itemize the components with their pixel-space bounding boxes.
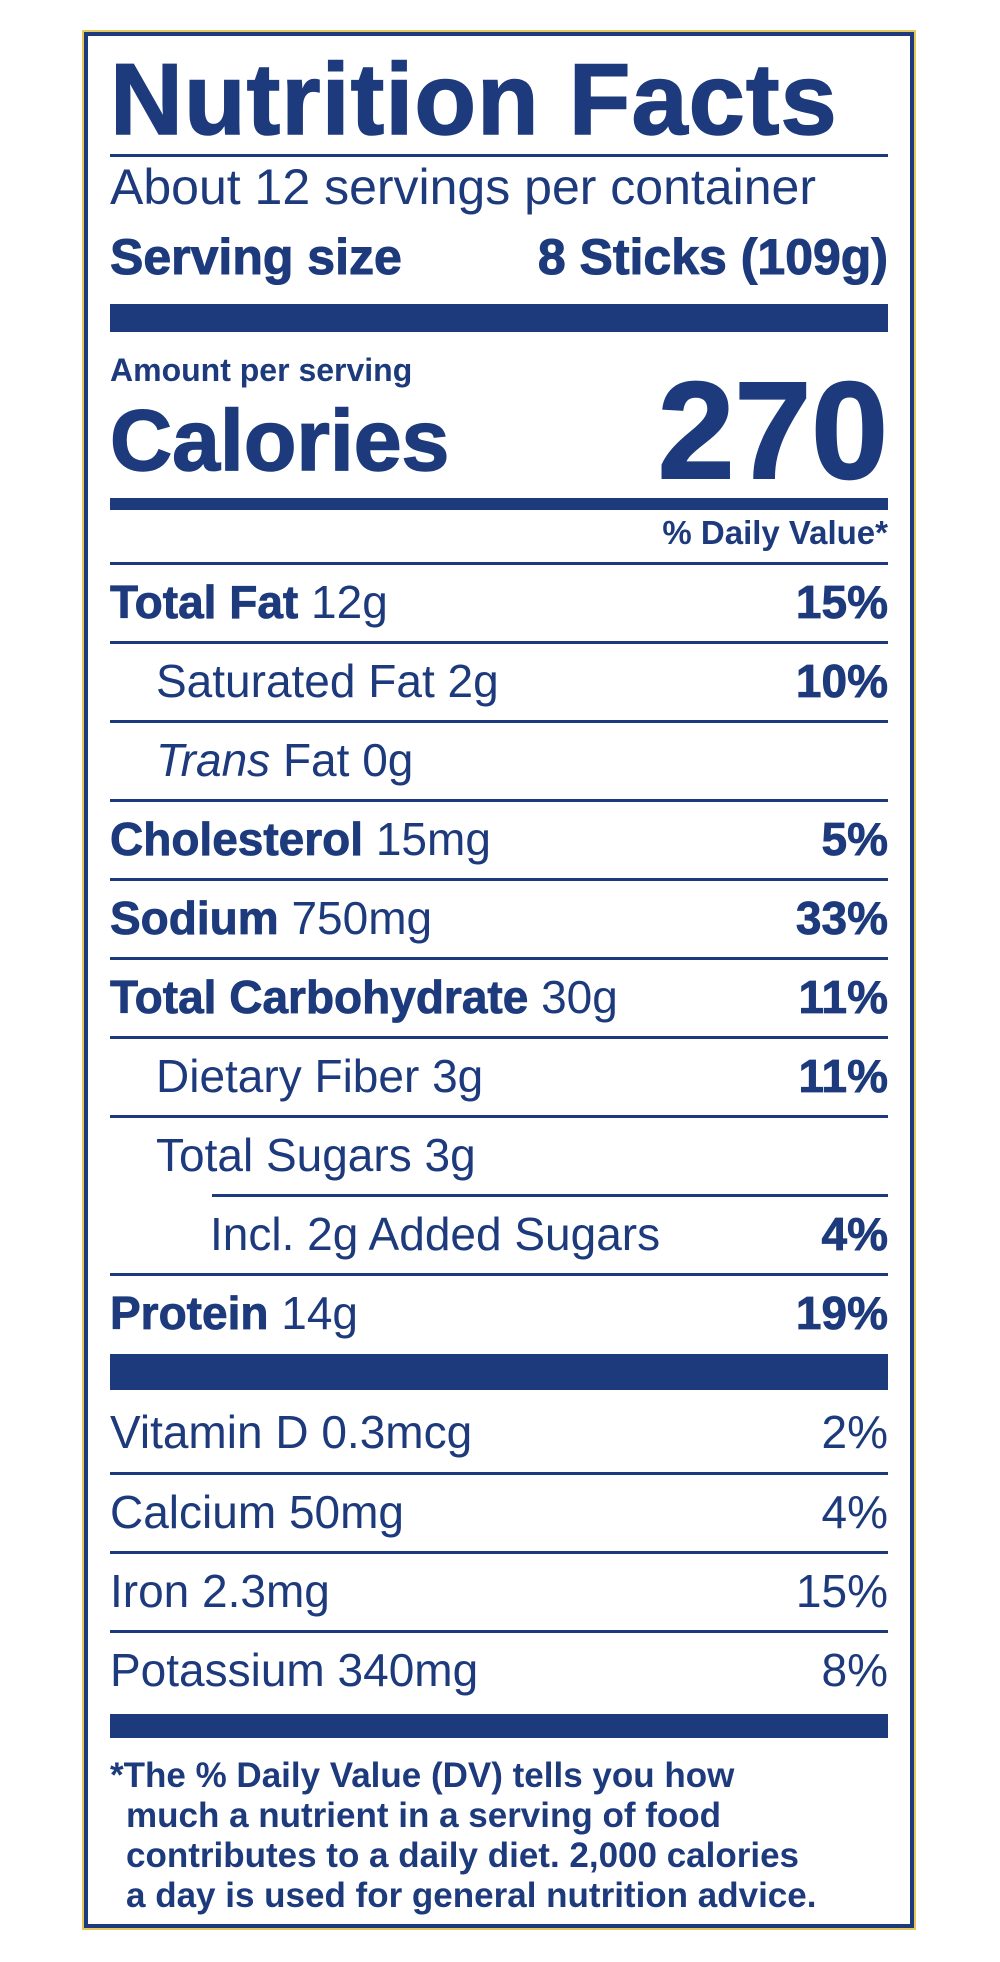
- vitamin-name: Iron: [110, 1565, 190, 1617]
- nutrient-row-added-sugars: Incl. 2g Added Sugars 4%: [110, 1196, 888, 1273]
- vitamin-row-potassium: Potassium 340mg 8%: [110, 1632, 888, 1709]
- nutrient-name: Sodium: [110, 892, 279, 945]
- nutrient-amount: 3g: [432, 1050, 484, 1102]
- vitamin-dv: 4%: [821, 1486, 888, 1538]
- daily-value-header: % Daily Value*: [662, 514, 888, 551]
- footnote-line: much a nutrient in a serving of food: [126, 1796, 722, 1835]
- footnote-line: contributes to a daily diet. 2,000 calor…: [126, 1836, 800, 1875]
- vitamin-dv: 2%: [821, 1406, 888, 1458]
- nutrient-name-suffix: Fat: [282, 734, 350, 786]
- nutrient-amount: 14g: [281, 1287, 358, 1339]
- vitamin-row-iron: Iron 2.3mg 15%: [110, 1553, 888, 1630]
- medium-divider: [110, 498, 888, 510]
- serving-size-label: Serving size: [110, 229, 403, 285]
- nutrient-amount: 12g: [311, 576, 388, 628]
- daily-value-footnote: *The % Daily Value (DV) tells you how mu…: [110, 1756, 888, 1916]
- nutrient-dv: 15%: [795, 576, 889, 629]
- divider: [110, 1115, 888, 1118]
- nutrient-row-total-carbohydrate: Total Carbohydrate 30g 11%: [110, 959, 889, 1036]
- thick-divider: [110, 304, 888, 332]
- calories-value: 270: [657, 354, 889, 508]
- nutrient-row-protein: Protein 14g 19%: [110, 1275, 889, 1352]
- divider: [212, 1194, 888, 1197]
- calories-label: Calories: [109, 393, 450, 489]
- nutrient-amount: 750mg: [291, 892, 433, 944]
- vitamin-amount: 0.3mcg: [321, 1406, 473, 1458]
- nutrient-row-dietary-fiber: Dietary Fiber 3g 11%: [110, 1038, 888, 1115]
- nutrient-name: Saturated Fat: [156, 655, 435, 707]
- vitamin-amount: 2.3mg: [202, 1565, 330, 1617]
- nutrient-dv: 10%: [795, 655, 889, 708]
- nutrient-row-total-sugars: Total Sugars 3g: [110, 1117, 888, 1194]
- nutrient-amount: 3g: [424, 1129, 476, 1181]
- divider: [110, 1630, 888, 1633]
- divider: [110, 562, 888, 565]
- nutrient-dv: 33%: [795, 892, 889, 945]
- nutrient-amount: 15mg: [375, 813, 491, 865]
- footnote-line: a day is used for general nutrition advi…: [126, 1876, 817, 1915]
- divider: [110, 720, 888, 723]
- nutrient-row-cholesterol: Cholesterol 15mg 5%: [110, 801, 889, 878]
- divider: [110, 1551, 888, 1554]
- serving-size-value: 8 Sticks (109g): [537, 229, 888, 285]
- nutrient-row-saturated-fat: Saturated Fat 2g 10%: [110, 643, 888, 720]
- vitamin-row-calcium: Calcium 50mg 4%: [110, 1474, 888, 1551]
- servings-per-container: About 12 servings per container: [110, 159, 816, 215]
- divider: [110, 1472, 888, 1475]
- nutrient-dv: 5%: [821, 813, 888, 866]
- thick-divider: [110, 1354, 888, 1390]
- label-title: Nutrition Facts: [109, 44, 838, 156]
- vitamin-row-vitamin-d: Vitamin D 0.3mcg 2%: [110, 1394, 888, 1471]
- vitamin-amount: 340mg: [337, 1644, 479, 1696]
- divider: [110, 641, 888, 644]
- nutrient-name: Total Fat: [110, 576, 299, 629]
- divider: [110, 957, 888, 960]
- divider: [110, 799, 888, 802]
- nutrient-amount: 30g: [541, 971, 618, 1023]
- nutrient-dv: 11%: [798, 971, 888, 1024]
- nutrient-amount: 0g: [362, 734, 414, 786]
- nutrition-facts-label: Nutrition Facts About 12 servings per co…: [82, 30, 916, 1930]
- nutrient-row-trans-fat: Trans Fat 0g: [110, 722, 888, 799]
- divider: [110, 1273, 888, 1276]
- serving-size-row: Serving size 8 Sticks (109g): [110, 229, 889, 285]
- nutrient-dv: 19%: [795, 1287, 889, 1340]
- vitamin-dv: 8%: [821, 1644, 888, 1696]
- nutrient-name: Total Carbohydrate: [110, 971, 529, 1024]
- vitamin-name: Potassium: [110, 1644, 325, 1696]
- nutrient-name: Total Sugars: [156, 1129, 412, 1181]
- vitamin-name: Calcium: [110, 1486, 277, 1538]
- nutrient-name: Trans: [156, 734, 271, 786]
- nutrient-name: Dietary Fiber: [156, 1050, 420, 1102]
- divider: [110, 878, 888, 881]
- vitamin-dv: 15%: [795, 1565, 888, 1617]
- footnote-line: *The % Daily Value (DV) tells you how: [110, 1756, 735, 1795]
- vitamin-amount: 50mg: [288, 1486, 405, 1538]
- thick-divider: [110, 1714, 888, 1738]
- divider: [110, 154, 888, 157]
- nutrient-amount: 2g: [447, 655, 499, 707]
- label-content: Nutrition Facts About 12 servings per co…: [109, 36, 889, 1924]
- nutrient-row-sodium: Sodium 750mg 33%: [110, 880, 889, 957]
- nutrient-dv: 11%: [798, 1050, 888, 1103]
- amount-per-serving: Amount per serving: [110, 352, 413, 388]
- nutrient-row-total-fat: Total Fat 12g 15%: [110, 564, 889, 641]
- vitamin-name: Vitamin D: [110, 1406, 309, 1458]
- nutrient-dv: 4%: [821, 1208, 888, 1261]
- nutrient-name: Cholesterol: [110, 813, 364, 866]
- nutrient-name: Protein: [110, 1287, 269, 1340]
- divider: [110, 1036, 888, 1039]
- nutrient-name: Incl. 2g Added Sugars: [210, 1208, 661, 1260]
